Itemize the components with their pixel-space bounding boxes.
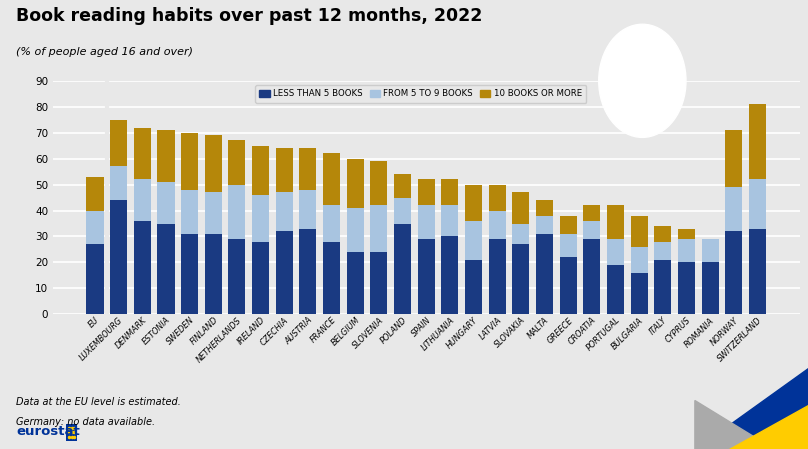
Bar <box>678 229 695 239</box>
Bar <box>158 182 175 224</box>
Bar <box>489 239 506 314</box>
Bar <box>252 242 269 314</box>
Legend: LESS THAN 5 BOOKS, FROM 5 TO 9 BOOKS, 10 BOOKS OR MORE: LESS THAN 5 BOOKS, FROM 5 TO 9 BOOKS, 10… <box>255 85 587 103</box>
Bar <box>630 216 648 247</box>
Bar <box>347 252 364 314</box>
Bar <box>583 205 600 221</box>
Bar <box>512 244 529 314</box>
Bar <box>394 174 411 198</box>
Bar <box>749 229 766 314</box>
Text: Book reading habits over past 12 months, 2022: Book reading habits over past 12 months,… <box>16 7 482 25</box>
Bar <box>630 273 648 314</box>
Bar <box>749 104 766 180</box>
Bar <box>86 244 103 314</box>
Bar <box>418 180 435 205</box>
Bar <box>86 177 103 211</box>
Bar <box>512 224 529 244</box>
Bar <box>512 192 529 224</box>
Bar <box>394 224 411 314</box>
Bar <box>654 260 671 314</box>
Bar <box>418 239 435 314</box>
Text: Data at the EU level is estimated.: Data at the EU level is estimated. <box>16 397 181 407</box>
Bar <box>465 260 482 314</box>
Bar <box>583 221 600 239</box>
Bar <box>300 229 317 314</box>
Bar <box>229 239 246 314</box>
Bar <box>323 205 340 242</box>
Bar <box>560 257 577 314</box>
Bar <box>607 239 624 265</box>
Bar <box>110 167 127 200</box>
Text: eurostat: eurostat <box>16 425 80 438</box>
Bar <box>678 239 695 262</box>
Bar <box>654 226 671 242</box>
Bar <box>276 148 292 192</box>
Bar <box>701 239 718 262</box>
Bar <box>560 234 577 257</box>
Bar <box>418 205 435 239</box>
Text: Germany: no data available.: Germany: no data available. <box>16 417 155 427</box>
Bar <box>441 237 458 314</box>
Bar <box>441 205 458 237</box>
Bar <box>347 208 364 252</box>
Bar <box>726 130 743 187</box>
Bar <box>252 145 269 195</box>
Bar <box>701 262 718 314</box>
Bar <box>86 211 103 244</box>
Circle shape <box>599 24 686 137</box>
Bar <box>323 242 340 314</box>
Bar <box>204 234 222 314</box>
Bar <box>181 190 198 234</box>
Polygon shape <box>729 405 808 449</box>
Bar <box>158 130 175 182</box>
Text: (% of people aged 16 and over): (% of people aged 16 and over) <box>16 47 193 57</box>
Bar <box>204 135 222 192</box>
Bar <box>607 205 624 239</box>
Bar <box>370 205 387 252</box>
Bar <box>323 154 340 205</box>
Bar <box>583 239 600 314</box>
Bar <box>489 185 506 211</box>
Bar <box>726 187 743 231</box>
Bar <box>134 128 151 180</box>
Bar <box>536 234 553 314</box>
Bar <box>134 221 151 314</box>
Bar <box>654 242 671 260</box>
Bar <box>276 192 292 231</box>
Bar <box>276 231 292 314</box>
Bar <box>441 180 458 205</box>
Bar <box>678 262 695 314</box>
Bar <box>110 200 127 314</box>
Bar <box>394 198 411 224</box>
Bar <box>726 231 743 314</box>
Bar <box>536 216 553 234</box>
Bar <box>134 180 151 221</box>
Bar <box>536 200 553 216</box>
Bar <box>465 185 482 221</box>
Bar <box>607 265 624 314</box>
Polygon shape <box>695 368 808 449</box>
Bar <box>158 224 175 314</box>
Bar <box>181 234 198 314</box>
Bar <box>347 158 364 208</box>
Bar <box>370 252 387 314</box>
Polygon shape <box>695 401 774 449</box>
Bar <box>110 120 127 167</box>
Bar <box>465 221 482 260</box>
Bar <box>370 161 387 205</box>
Bar <box>300 148 317 190</box>
Bar <box>181 133 198 190</box>
Bar <box>204 192 222 234</box>
Bar <box>229 141 246 185</box>
Bar <box>560 216 577 234</box>
Bar <box>630 247 648 273</box>
Bar <box>300 190 317 229</box>
Bar <box>229 185 246 239</box>
Bar <box>252 195 269 242</box>
Bar <box>749 180 766 229</box>
Bar <box>489 211 506 239</box>
